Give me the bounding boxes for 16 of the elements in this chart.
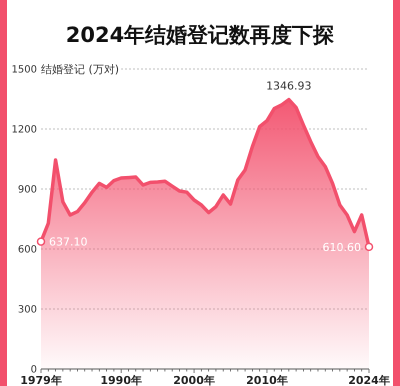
- x-tick-label: 2000年: [173, 374, 215, 386]
- x-tick-label: 2024年: [348, 374, 390, 386]
- data-label: 610.60: [322, 240, 361, 254]
- x-tick-label: 1990年: [100, 374, 142, 386]
- y-tick-label: 300: [18, 304, 37, 316]
- data-label: 1346.93: [266, 80, 312, 93]
- x-tick-label: 2010年: [246, 374, 288, 386]
- y-tick-label: 0: [30, 364, 37, 376]
- y-axis-title: 结婚登记 (万对): [41, 63, 120, 76]
- x-tick-label: 1979年: [20, 374, 62, 386]
- chart-title: 2024年结婚登记数再度下探: [66, 23, 334, 47]
- y-tick-label: 600: [18, 244, 37, 256]
- y-tick-label: 900: [18, 184, 37, 196]
- y-tick-label: 1500: [12, 64, 37, 76]
- data-label: 637.10: [49, 236, 88, 249]
- y-tick-label: 1200: [12, 124, 37, 136]
